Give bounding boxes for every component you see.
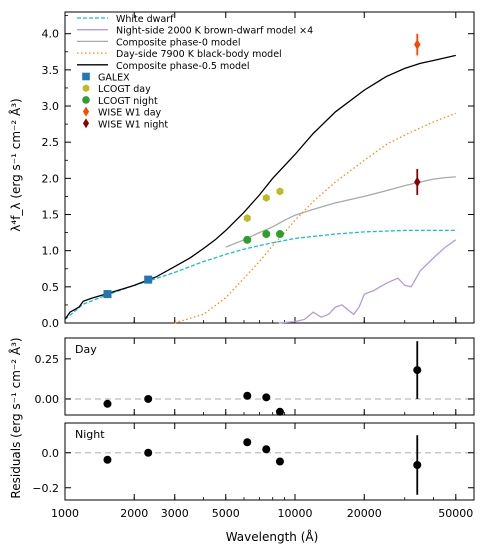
day-frame (64, 337, 475, 416)
night-residual-point (103, 455, 112, 464)
night-residual-point (413, 461, 422, 469)
night-residual-panel: Night −0.2 0.0 (32, 422, 475, 501)
series-line-1 (278, 239, 457, 324)
legend-marker (82, 106, 90, 117)
data-point-1 (262, 193, 270, 202)
data-point-2 (275, 230, 284, 239)
legend-label: Composite phase-0.5 model (116, 61, 250, 72)
main-y-tick-label: 3.0 (42, 100, 60, 113)
day-residual-point (413, 366, 422, 375)
data-point-0 (103, 290, 112, 299)
legend-label: Day-side 7900 K black-body model (116, 49, 282, 60)
main-y-tick-label: 1.5 (42, 209, 60, 222)
legend-label: Night-side 2000 K brown-dwarf model ×4 (116, 26, 313, 37)
main-panel: 0.0 0.5 1.0 1.5 2.0 2.5 3.0 3.5 4.0 (42, 11, 475, 330)
data-point-2 (243, 235, 252, 244)
day-residual-panel: Day 0.00 0.25 (35, 337, 475, 416)
legend-label: LCOGT night (98, 96, 158, 107)
legend-label: LCOGT day (98, 84, 151, 95)
x-tick-label: 50000 (438, 507, 473, 520)
legend-marker (82, 118, 90, 129)
series-line-0 (64, 229, 456, 320)
day-residual-point (275, 407, 284, 416)
x-axis: 1000 2000 3000 5000 10000 20000 50000 (51, 507, 473, 520)
night-panel-label: Night (75, 428, 105, 441)
data-point-1 (276, 187, 284, 196)
legend-marker (82, 84, 90, 92)
legend-label: WISE W1 night (98, 119, 168, 130)
residuals-y-axis-title: Residuals (erg s⁻¹ cm⁻² Å³) (8, 337, 23, 498)
day-residual-point (144, 394, 153, 403)
series-line-4 (64, 54, 456, 320)
x-tick-label: 3000 (161, 507, 189, 520)
main-y-tick-label: 0.0 (42, 317, 60, 330)
day-panel-label: Day (75, 343, 97, 356)
data-point-3 (414, 39, 421, 50)
night-residual-point (275, 457, 284, 466)
night-y-tick-label: −0.2 (32, 482, 59, 495)
day-residual-point (243, 391, 252, 400)
legend-marker (82, 96, 90, 104)
night-y-tick-label: 0.0 (42, 447, 60, 460)
data-point-2 (262, 230, 271, 239)
legend-label: Composite phase-0 model (116, 37, 240, 48)
main-y-tick-label: 4.0 (42, 28, 60, 41)
main-y-tick-label: 0.5 (42, 281, 60, 294)
x-tick-label: 1000 (51, 507, 79, 520)
data-point-0 (144, 275, 153, 284)
main-y-tick-label: 3.5 (42, 64, 60, 77)
night-residual-point (262, 445, 271, 454)
day-y-tick-label: 0.25 (35, 353, 60, 366)
legend-label: WISE W1 day (98, 108, 162, 119)
day-residual-point (103, 399, 112, 408)
day-residual-point (262, 393, 271, 402)
night-residual-point (144, 448, 153, 457)
x-axis-title: Wavelength (Å) (226, 529, 319, 544)
night-residual-point (243, 438, 252, 447)
x-tick-label: 5000 (212, 507, 240, 520)
main-y-axis-title: λ⁴f_λ (erg s⁻¹ cm⁻² Å³) (8, 98, 23, 231)
series-line-3 (174, 112, 457, 324)
legend-label: White dwarf (116, 14, 174, 25)
data-point-1 (243, 214, 251, 223)
main-frame (64, 11, 475, 324)
x-tick-label: 2000 (120, 507, 148, 520)
x-tick-label: 20000 (347, 507, 382, 520)
main-y-tick-label: 2.5 (42, 136, 60, 149)
legend-label: GALEX (98, 73, 130, 84)
series-line-2 (225, 176, 456, 248)
main-y-tick-label: 2.0 (42, 172, 60, 185)
main-y-tick-label: 1.0 (42, 245, 60, 258)
x-tick-label: 10000 (278, 507, 313, 520)
legend-marker (82, 72, 90, 81)
data-point-4 (414, 176, 421, 188)
day-y-tick-label: 0.00 (35, 393, 60, 406)
night-frame (64, 422, 475, 501)
